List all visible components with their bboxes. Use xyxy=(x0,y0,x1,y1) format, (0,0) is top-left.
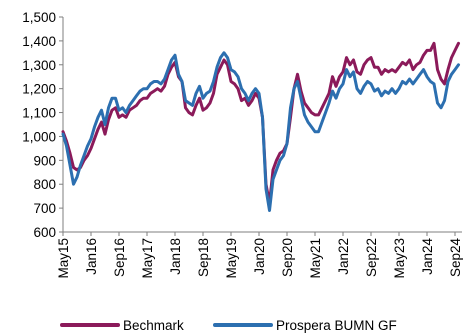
legend-label-prospera-bumn-gf: Prospera BUMN GF xyxy=(276,318,397,333)
y-tick-label: 700 xyxy=(33,201,56,216)
x-tick-label: May21 xyxy=(308,238,323,279)
y-tick-label: 1,400 xyxy=(22,34,56,49)
x-tick-label: Jan16 xyxy=(84,238,99,275)
y-tick-label: 1,500 xyxy=(22,10,56,25)
x-tick-label: May17 xyxy=(140,238,155,279)
y-tick-label: 1,100 xyxy=(22,106,56,121)
y-tick-label: 600 xyxy=(33,225,56,240)
x-tick-label: Jan24 xyxy=(420,238,435,275)
x-axis: May15 Jan16 Sep16 May17 Jan18 Sep18 May19 Jan20… xyxy=(56,231,463,279)
series-line-prospera-bumn-gf xyxy=(61,51,460,212)
series-line-bechmark xyxy=(61,41,460,205)
x-tick-label: Jan22 xyxy=(336,238,351,275)
y-tick-label: 800 xyxy=(33,177,56,192)
x-tick-label: Jan20 xyxy=(252,238,267,275)
y-tick-label: 1,000 xyxy=(22,129,56,144)
y-tick-label: 900 xyxy=(33,153,56,168)
legend: Bechmark Prospera BUMN GF xyxy=(60,318,397,333)
legend-label-bechmark: Bechmark xyxy=(123,318,184,333)
x-tick-label: May23 xyxy=(392,238,407,279)
x-tick-label: Sep24 xyxy=(448,238,463,278)
x-tick-label: Jan18 xyxy=(168,238,183,275)
x-tick-label: May15 xyxy=(56,238,71,279)
y-tick-label: 1,300 xyxy=(22,58,56,73)
y-axis: 600 700 800 900 1,000 1,100 1,200 1,300 1,400 1,5… xyxy=(22,10,64,240)
x-tick-label: Sep20 xyxy=(280,238,295,277)
y-tick-label: 1,200 xyxy=(22,82,56,97)
x-tick-label: Sep18 xyxy=(196,238,211,277)
x-tick-label: May19 xyxy=(224,238,239,279)
x-tick-label: Sep22 xyxy=(364,238,379,277)
x-tick-label: Sep16 xyxy=(112,238,127,277)
series-layer xyxy=(61,41,460,212)
